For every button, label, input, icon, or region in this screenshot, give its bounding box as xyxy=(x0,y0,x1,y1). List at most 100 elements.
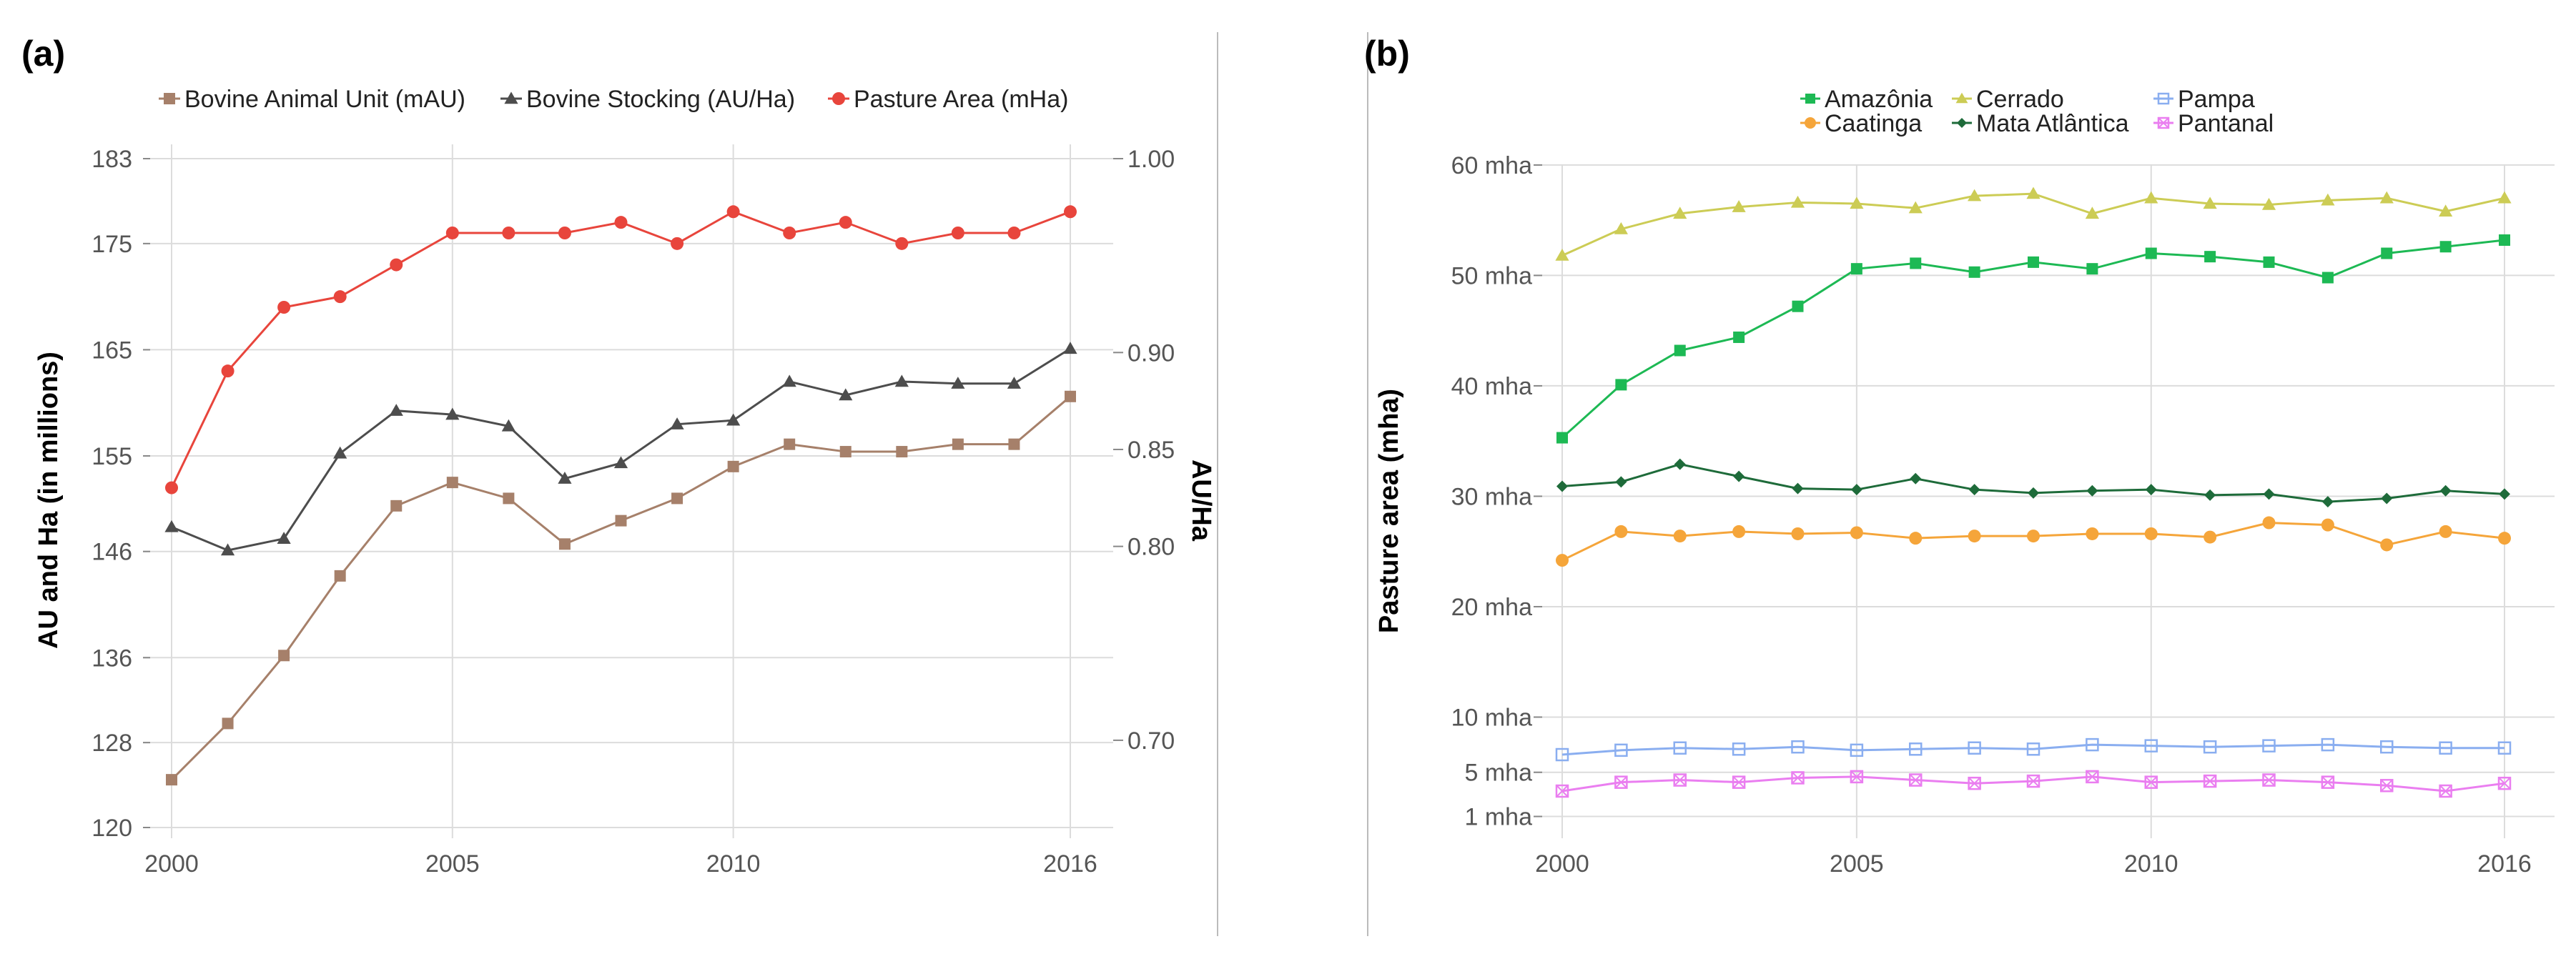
data-point-pantanal-cross-b xyxy=(1791,771,1805,785)
data-point-pantanal xyxy=(1614,775,1628,789)
data-point-caatinga xyxy=(1614,525,1628,538)
data-point-cerrado xyxy=(2439,204,2453,217)
series-pasture-area-mha xyxy=(165,205,1077,495)
legend-item-bovine-animal-unit-mau: Bovine Animal Unit (mAU) xyxy=(159,86,465,113)
y-left-tick-label: 183 xyxy=(92,146,132,173)
data-point-amazonia xyxy=(1674,344,1686,357)
data-point-pampa xyxy=(2439,741,2452,755)
x-tick-label: 2010 xyxy=(2124,850,2178,878)
y-right-tick-label: 0.85 xyxy=(1127,437,1175,464)
data-point-bovine-animal-unit-mau xyxy=(334,570,346,582)
data-point-bovine-stocking-au-ha xyxy=(277,532,291,544)
y-left-tick-label: 155 xyxy=(92,443,132,470)
data-point-pantanal-box xyxy=(2497,776,2512,790)
data-point-cerrado xyxy=(1908,201,1923,214)
data-point-bovine-stocking-au-ha xyxy=(726,413,741,426)
data-point-amazonia xyxy=(2086,263,2098,275)
data-point-amazonia xyxy=(2381,247,2393,259)
data-point-mata-atlantica xyxy=(2204,489,2216,501)
data-point-bovine-animal-unit-mau xyxy=(503,492,515,505)
data-point-pampa xyxy=(2262,739,2276,752)
y-left-tick-label: 175 xyxy=(92,231,132,258)
data-point-pantanal xyxy=(1791,771,1805,785)
data-point-pampa xyxy=(2026,742,2040,756)
data-point-caatinga xyxy=(2498,532,2511,545)
data-point-pantanal-box xyxy=(1614,775,1628,789)
legend-marker-box xyxy=(2157,116,2170,129)
data-point-bovine-stocking-au-ha xyxy=(164,520,179,532)
data-point-pasture-area-mha xyxy=(558,227,571,239)
data-point-caatinga xyxy=(1850,526,1863,540)
data-point-mata-atlantica xyxy=(2028,487,2039,499)
data-point-cerrado xyxy=(1790,195,1805,208)
data-point-bovine-animal-unit-mau xyxy=(278,650,290,662)
legend-label: Bovine Stocking (AU/Ha) xyxy=(526,86,795,113)
y-tick-label: 20 mha xyxy=(1451,594,1532,621)
data-point-pasture-area-mha xyxy=(951,227,964,239)
legend-item-bovine-stocking-au-ha: Bovine Stocking (AU/Ha) xyxy=(500,86,795,113)
y-tick-label: 30 mha xyxy=(1451,483,1532,510)
legend-marker xyxy=(832,92,845,105)
y-right-tick-label: 0.90 xyxy=(1127,339,1175,367)
panel-a-grid xyxy=(143,144,1113,838)
legend-label: Bovine Animal Unit (mAU) xyxy=(184,86,465,113)
data-point-bovine-animal-unit-mau xyxy=(446,477,458,489)
legend-label: Pasture Area (mHa) xyxy=(854,86,1068,113)
data-point-bovine-stocking-au-ha xyxy=(220,543,235,556)
panel-b-ylabel: Pasture area (mha) xyxy=(1374,389,1404,633)
data-point-pantanal-box xyxy=(1673,773,1687,787)
data-point-cerrado xyxy=(2321,193,2335,206)
y-tick-label: 5 mha xyxy=(1465,760,1533,787)
legend-marker xyxy=(1957,118,1967,128)
data-point-pasture-area-mha xyxy=(726,205,740,219)
data-point-caatinga xyxy=(1909,532,1923,545)
data-point-bovine-animal-unit-mau xyxy=(671,492,684,505)
data-point-pampa xyxy=(2086,737,2099,752)
data-point-bovine-animal-unit-mau xyxy=(952,438,964,450)
data-point-pantanal-cross-b xyxy=(1968,777,1981,790)
data-point-pampa xyxy=(2497,741,2512,755)
data-point-caatinga xyxy=(1556,554,1569,567)
data-point-amazonia xyxy=(2145,247,2157,259)
series-amazonia xyxy=(1556,234,2510,444)
data-point-pantanal-cross-b xyxy=(1732,775,1745,789)
panel-a-label: (a) xyxy=(21,34,65,74)
legend-marker xyxy=(164,93,175,104)
series-bovine-animal-unit-mau xyxy=(166,390,1076,786)
legend-item-pampa: Pampa xyxy=(2153,86,2255,113)
series-mata-atlantica xyxy=(1556,458,2510,508)
data-point-mata-atlantica xyxy=(2381,492,2393,505)
data-point-bovine-stocking-au-ha xyxy=(1007,377,1022,389)
legend-item-pasture-area-mha: Pasture Area (mHa) xyxy=(828,86,1068,113)
data-point-amazonia xyxy=(2499,234,2510,246)
data-point-amazonia xyxy=(1556,432,1568,444)
data-point-bovine-animal-unit-mau xyxy=(615,515,627,527)
data-point-pampa xyxy=(2203,740,2217,754)
data-point-caatinga xyxy=(1791,527,1805,540)
data-point-bovine-animal-unit-mau xyxy=(222,717,234,730)
y-left-tick-label: 165 xyxy=(92,337,132,364)
data-point-caatinga xyxy=(2262,516,2276,530)
data-point-pantanal-cross-b xyxy=(2262,773,2276,787)
data-point-pantanal xyxy=(1968,776,1981,790)
data-point-mata-atlantica xyxy=(2499,488,2510,500)
data-point-caatinga xyxy=(2380,538,2394,552)
data-point-pampa xyxy=(2380,740,2394,754)
legend-label: Caatinga xyxy=(1825,110,1922,137)
series-line-bovine-animal-unit-mau xyxy=(170,395,1071,781)
data-point-cerrado xyxy=(2261,197,2276,210)
data-point-cerrado xyxy=(1555,249,1569,261)
data-point-pasture-area-mha xyxy=(839,216,852,229)
legend-marker xyxy=(504,91,518,104)
legend-label: Pantanal xyxy=(2178,110,2274,137)
data-point-pantanal-box xyxy=(2321,775,2335,789)
y-tick-label: 10 mha xyxy=(1451,704,1532,731)
data-point-pantanal xyxy=(2262,773,2276,787)
y-tick-label: 1 mha xyxy=(1465,804,1533,831)
data-point-pantanal-box xyxy=(2262,773,2276,787)
x-tick-label: 2005 xyxy=(1830,850,1884,878)
panel-a-ylabel-left: AU and Ha (in millions) xyxy=(34,352,64,649)
legend-marker-cross-b xyxy=(2158,117,2169,129)
data-point-amazonia xyxy=(2263,256,2275,268)
data-point-bovine-stocking-au-ha xyxy=(951,377,965,389)
